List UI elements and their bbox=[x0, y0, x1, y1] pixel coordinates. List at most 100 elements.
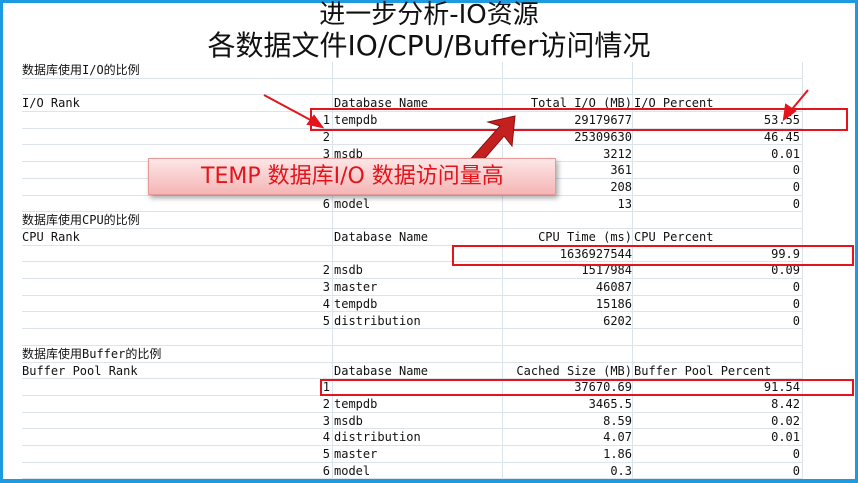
percent-cell: 0.01 bbox=[771, 146, 800, 161]
database-name-cell: tempdb bbox=[334, 296, 378, 311]
table-row: 1 tempdb 29179677 53.55 bbox=[22, 112, 802, 129]
table-row: 2 tempdb 3465.5 8.42 bbox=[22, 396, 802, 413]
percent-cell: 0.09 bbox=[771, 263, 800, 278]
table-row: 4 distribution 4.07 0.01 bbox=[22, 429, 802, 447]
value-cell: 37670.69 bbox=[574, 380, 632, 395]
value-cell: 1636927544 bbox=[559, 246, 632, 261]
arrow-left-head bbox=[306, 114, 325, 129]
percent-cell: 0 bbox=[792, 447, 800, 462]
column-header-name: Database Name bbox=[334, 96, 428, 111]
column-header-percent: I/O Percent bbox=[634, 96, 714, 111]
percent-cell: 0 bbox=[792, 296, 800, 311]
value-cell: 3465.5 bbox=[588, 397, 632, 411]
rank-cell: 2 bbox=[322, 129, 330, 144]
column-header-value: Total I/O (MB) bbox=[530, 96, 632, 111]
rank-cell: 3 bbox=[322, 146, 330, 161]
rank-cell: 1 bbox=[322, 113, 330, 128]
column-header-percent: Buffer Pool Percent bbox=[634, 363, 772, 378]
value-cell: 1517984 bbox=[581, 263, 632, 278]
column-header-percent: CPU Percent bbox=[634, 230, 714, 244]
database-name-cell: tempdb bbox=[334, 113, 378, 128]
table-row: 3 master 46087 0 bbox=[22, 279, 802, 296]
percent-cell: 91.54 bbox=[763, 380, 800, 395]
table-row: 1636927544 99.9 bbox=[22, 246, 802, 263]
database-name-cell: model bbox=[334, 196, 371, 211]
database-name-cell: msdb bbox=[334, 146, 363, 161]
rank-cell: 6 bbox=[322, 463, 330, 478]
table-row: 2 msdb 1517984 0.09 bbox=[22, 262, 802, 280]
column-header-value: CPU Time (ms) bbox=[538, 230, 632, 244]
column-header-name: Database Name bbox=[334, 363, 428, 378]
callout-box: TEMP 数据库I/O 数据访问量高 bbox=[148, 158, 556, 195]
table-row: 208 0 bbox=[22, 179, 802, 196]
blank-row bbox=[22, 329, 802, 346]
grid-line bbox=[802, 62, 803, 479]
rank-cell: 5 bbox=[322, 447, 330, 462]
header-row: I/O Rank Database Name Total I/O (MB) I/O P… bbox=[22, 95, 802, 113]
section-title: 数据库使用I/O的比例 bbox=[22, 63, 140, 77]
percent-cell: 46.45 bbox=[763, 129, 800, 144]
highlight-box-buffer bbox=[320, 379, 854, 396]
header-row: Buffer Pool Rank Database Name Cached Size… bbox=[22, 363, 802, 380]
section-title-row: 数据库使用I/O的比例 bbox=[22, 62, 802, 79]
percent-cell: 0 bbox=[792, 463, 800, 478]
value-cell: 46087 bbox=[595, 280, 632, 295]
value-cell: 4.07 bbox=[603, 430, 632, 445]
column-header-value: Cached Size (MB) bbox=[516, 363, 632, 378]
value-cell: 1.86 bbox=[603, 447, 632, 462]
slide-subtitle: 各数据文件IO/CPU/Buffer访问情况 bbox=[207, 29, 651, 62]
section-title-row: 数据库使用CPU的比例 bbox=[22, 212, 802, 229]
value-cell: 0.3 bbox=[610, 463, 632, 478]
database-name-cell: distribution bbox=[334, 313, 421, 328]
database-name-cell: model bbox=[334, 463, 371, 478]
rank-cell: 4 bbox=[322, 296, 330, 311]
percent-cell: 0.02 bbox=[771, 413, 800, 428]
grid-line bbox=[502, 62, 503, 479]
value-cell: 13 bbox=[617, 196, 632, 211]
value-cell: 25309630 bbox=[574, 129, 632, 144]
percent-cell: 0 bbox=[792, 196, 800, 211]
rank-cell: 3 bbox=[322, 280, 330, 295]
rank-cell: 5 bbox=[322, 313, 330, 328]
arrow-right-head bbox=[782, 103, 797, 122]
database-name-cell: msdb bbox=[334, 263, 363, 278]
arrow-left-icon bbox=[263, 94, 319, 125]
rank-cell: 2 bbox=[322, 263, 330, 278]
table-row: 3 msdb 8.59 0.02 bbox=[22, 413, 802, 430]
table-row: 5 distribution 6202 0 bbox=[22, 313, 802, 330]
database-name-cell: master bbox=[334, 280, 378, 295]
database-name-cell: msdb bbox=[334, 413, 363, 428]
table-row: 4 tempdb 15186 0 bbox=[22, 296, 802, 313]
percent-cell: 0.01 bbox=[771, 430, 800, 445]
rank-cell: 2 bbox=[322, 397, 330, 411]
column-header-name: Database Name bbox=[334, 230, 428, 244]
table-row: 6 model 0.3 0 bbox=[22, 463, 802, 480]
rank-header: Buffer Pool Rank bbox=[22, 363, 138, 378]
header-row: CPU Rank Database Name CPU Time (ms) CPU Pe… bbox=[22, 229, 802, 246]
grid-line bbox=[332, 62, 333, 479]
grid-line bbox=[632, 62, 633, 479]
percent-cell: 0 bbox=[792, 163, 800, 178]
section-title-row: 数据库使用Buffer的比例 bbox=[22, 346, 802, 363]
percent-cell: 0 bbox=[792, 179, 800, 194]
table-row: 2 25309630 46.45 bbox=[22, 129, 802, 146]
rank-header: I/O Rank bbox=[22, 96, 80, 111]
database-name-cell: master bbox=[334, 447, 378, 462]
percent-cell: 8.42 bbox=[771, 397, 800, 411]
rank-cell: 3 bbox=[322, 413, 330, 428]
rank-cell: 6 bbox=[322, 196, 330, 211]
value-cell: 29179677 bbox=[574, 113, 632, 128]
value-cell: 3212 bbox=[603, 146, 632, 161]
value-cell: 15186 bbox=[595, 296, 632, 311]
percent-cell: 0 bbox=[792, 313, 800, 328]
value-cell: 361 bbox=[610, 163, 632, 178]
rank-cell: 4 bbox=[322, 430, 330, 445]
rank-header: CPU Rank bbox=[22, 230, 80, 244]
value-cell: 208 bbox=[610, 179, 632, 194]
table-row: 5 master 1.86 0 bbox=[22, 446, 802, 463]
percent-cell: 53.55 bbox=[763, 113, 800, 128]
value-cell: 8.59 bbox=[603, 413, 632, 428]
section-title: 数据库使用Buffer的比例 bbox=[22, 346, 162, 361]
